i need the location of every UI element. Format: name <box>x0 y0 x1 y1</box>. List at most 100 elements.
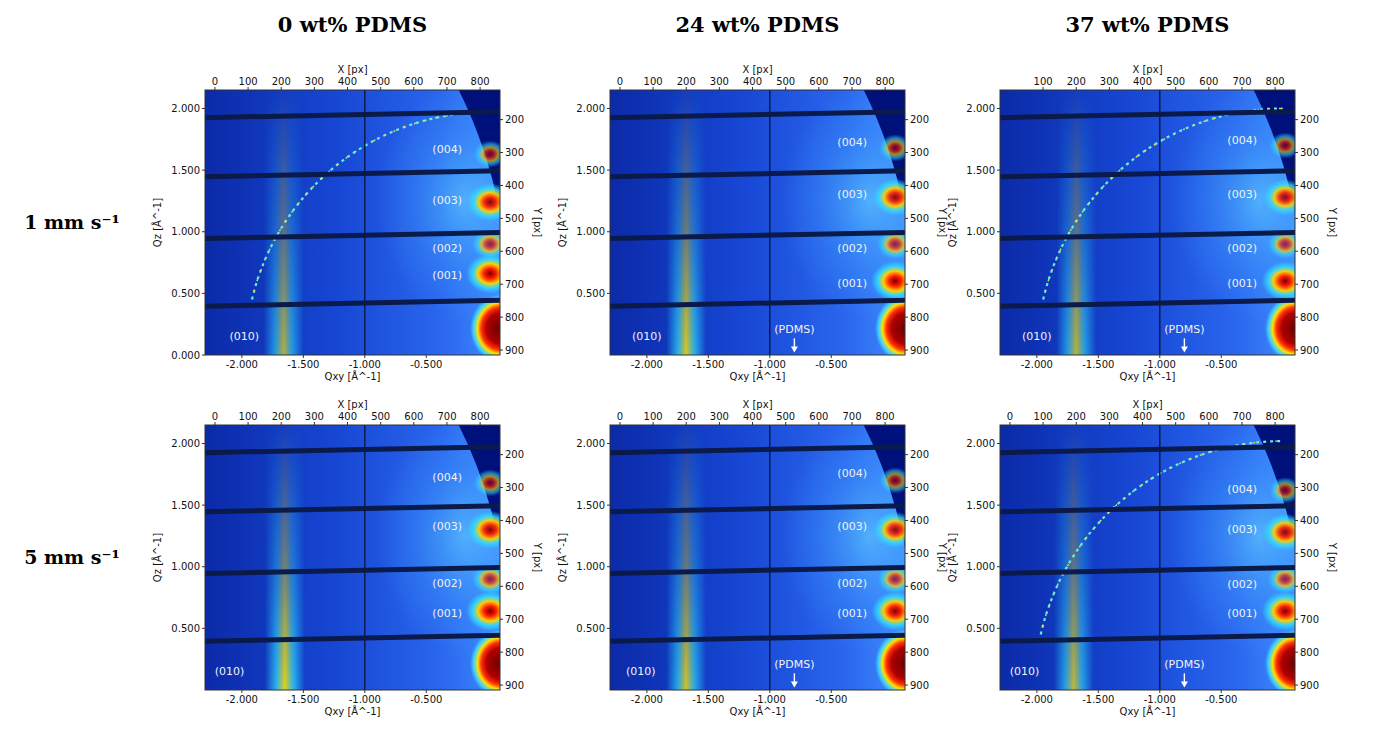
tick <box>719 87 720 90</box>
tick-label: 0 <box>212 411 218 422</box>
axis-title: Qxy [Å^-1] <box>1120 370 1176 382</box>
peak-label: (004) <box>837 467 867 480</box>
peak-label: (002) <box>837 577 867 590</box>
tick <box>1221 690 1222 693</box>
tick <box>607 628 610 629</box>
column-title: 24 wt% PDMS <box>676 12 840 37</box>
tick-label: -1.000 <box>1144 694 1176 705</box>
tick <box>769 355 770 358</box>
tick <box>997 293 1000 294</box>
tick-label: -1.500 <box>692 359 724 370</box>
diffraction-spot <box>872 592 905 631</box>
tick-label: 400 <box>338 411 357 422</box>
tick <box>1295 152 1298 153</box>
diffraction-spot <box>1270 477 1295 503</box>
tick-label: 800 <box>471 76 490 87</box>
tick-label: -2.000 <box>1021 359 1053 370</box>
tick-label: 100 <box>644 411 663 422</box>
tick <box>646 690 647 693</box>
tick <box>885 87 886 90</box>
tick-label: 200 <box>505 114 524 125</box>
peak-label: (010) <box>632 330 662 343</box>
arrow-head <box>1181 347 1188 353</box>
tick <box>202 505 205 506</box>
beam-region <box>1265 630 1295 691</box>
diffraction-spot <box>474 469 500 496</box>
tick-label: 0 <box>1007 411 1013 422</box>
tick-label: 1.500 <box>171 500 200 511</box>
tick <box>1098 355 1099 358</box>
diffraction-band <box>265 425 305 690</box>
tick-label: 600 <box>910 246 929 257</box>
axis-title: Qxy [Å^-1] <box>730 705 786 717</box>
detector-gap <box>205 171 500 177</box>
tick <box>1098 690 1099 693</box>
tick-label: 600 <box>404 76 423 87</box>
tick-label: -0.500 <box>410 694 442 705</box>
diffraction-band <box>666 90 706 355</box>
arrow-head <box>791 347 798 353</box>
tick <box>202 628 205 629</box>
tick <box>1295 350 1298 351</box>
tick <box>905 487 908 488</box>
column-title: 0 wt% PDMS <box>278 12 427 37</box>
band-group <box>666 90 706 355</box>
tick-label: 200 <box>1067 411 1086 422</box>
tick-label: 500 <box>371 411 390 422</box>
tick <box>719 422 720 425</box>
tick-label: 1.500 <box>966 165 995 176</box>
diffraction-spot <box>873 179 905 216</box>
tick-label: 800 <box>505 312 524 323</box>
axis-title: Qxy [Å^-1] <box>325 705 381 717</box>
tick-label: 600 <box>809 411 828 422</box>
diffraction-spot <box>466 591 500 631</box>
tick-label: 600 <box>505 581 524 592</box>
tick <box>708 355 709 358</box>
tick-label: 0.500 <box>171 623 200 634</box>
detector-gap <box>1000 232 1295 238</box>
tick <box>905 553 908 554</box>
tick <box>769 690 770 693</box>
peak-label: (002) <box>432 242 462 255</box>
tick <box>1043 87 1044 90</box>
tick <box>303 355 304 358</box>
tick <box>905 284 908 285</box>
tick-label: 800 <box>1266 411 1285 422</box>
peak-label: (010) <box>215 665 245 678</box>
panel: (004)(003)(002)(001)(010)-2.000-1.500-1.… <box>151 399 553 717</box>
peak-label: (010) <box>1022 330 1052 343</box>
tick <box>607 443 610 444</box>
tick <box>500 218 503 219</box>
tick <box>1241 422 1242 425</box>
tick <box>500 152 503 153</box>
tick-label: -2.000 <box>226 359 258 370</box>
tick-label: 0.500 <box>171 288 200 299</box>
peak-label: (PDMS) <box>774 323 814 336</box>
tick-label: -2.000 <box>631 359 663 370</box>
tick-label: -0.500 <box>1205 359 1237 370</box>
detector-gap-vertical <box>1159 425 1161 690</box>
tick-label: 200 <box>505 449 524 460</box>
tick <box>500 586 503 587</box>
tick-label: 900 <box>1300 680 1319 691</box>
tick <box>500 652 503 653</box>
tick <box>607 170 610 171</box>
tick <box>1175 87 1176 90</box>
frame <box>610 425 905 690</box>
detector-gap <box>205 232 500 238</box>
tick-label: 1.000 <box>966 561 995 572</box>
tick <box>500 685 503 686</box>
tick-label: -0.500 <box>815 694 847 705</box>
tick-label: 0.500 <box>576 623 605 634</box>
diffraction-spot <box>879 134 905 161</box>
tick-label: 200 <box>272 411 291 422</box>
peak-label: (003) <box>432 520 462 533</box>
detector-gap <box>610 506 905 512</box>
tick-label: 0 <box>212 76 218 87</box>
tick-label: 600 <box>1199 76 1218 87</box>
peak-label: (004) <box>1227 134 1257 147</box>
tick-label: 0.500 <box>966 288 995 299</box>
row-label: 1 mm s⁻¹ <box>24 211 120 233</box>
diffraction-spot <box>1263 514 1295 551</box>
diffraction-spot <box>874 512 905 548</box>
